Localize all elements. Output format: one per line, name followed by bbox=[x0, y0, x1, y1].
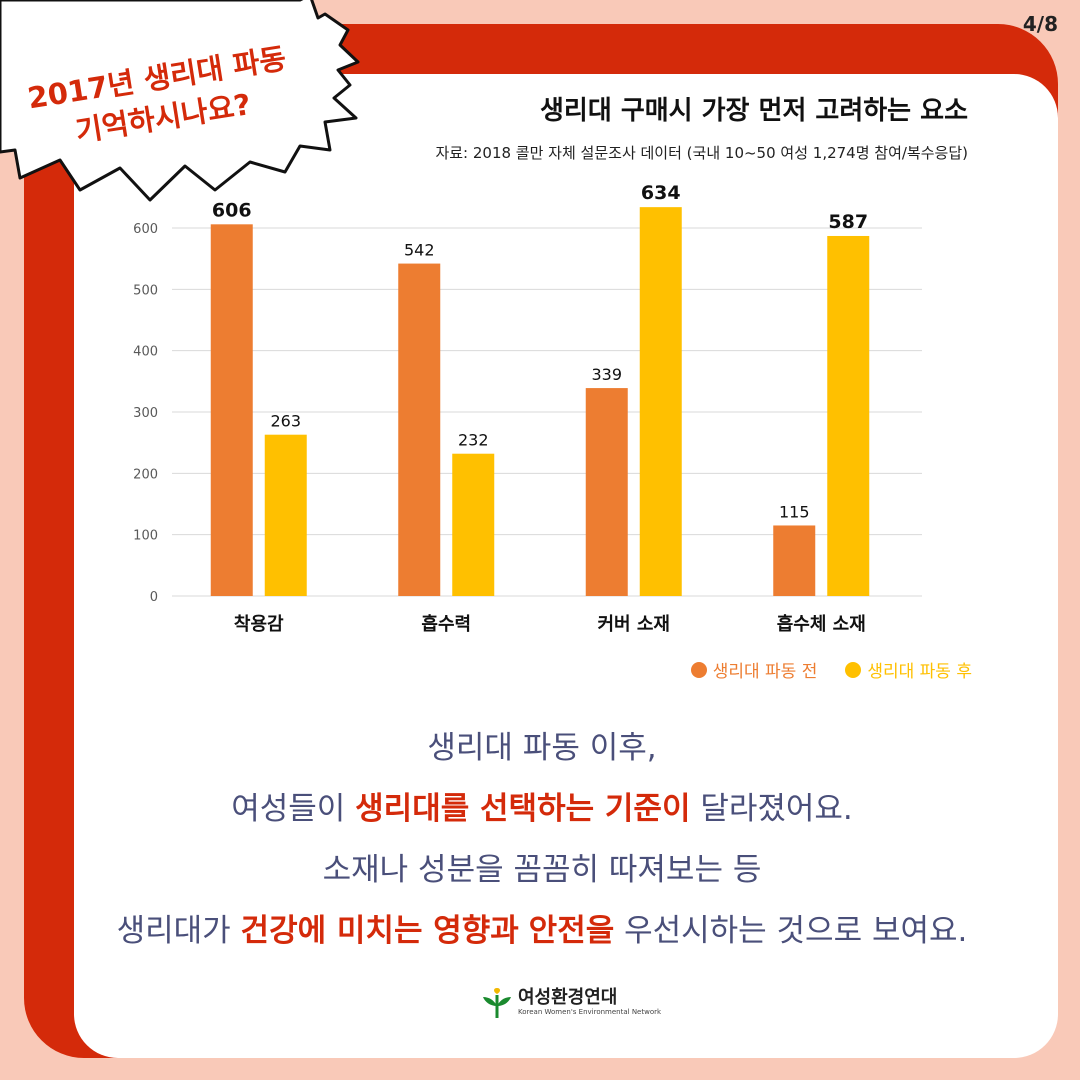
data-label: 542 bbox=[404, 241, 435, 260]
description-highlight-safety: 안전을 bbox=[528, 913, 615, 949]
y-tick-label: 300 bbox=[133, 406, 158, 421]
data-label: 587 bbox=[828, 211, 868, 233]
description-line-1: 생리대 파동 이후, bbox=[427, 730, 657, 766]
description: 생리대 파동 이후, 여성들이 생리대를 선택하는 기준이 달라졌어요. 소재나… bbox=[50, 718, 1034, 962]
speech-burst-shape bbox=[0, 0, 360, 202]
x-category-label: 흡수체 소재 bbox=[777, 613, 866, 635]
bar-before bbox=[210, 224, 253, 596]
y-tick-label: 400 bbox=[133, 345, 158, 360]
description-line-2-post: 달라졌어요. bbox=[690, 791, 853, 827]
legend-dot-after bbox=[845, 661, 862, 678]
description-line-3: 소재나 성분을 꼼꼼히 따져보는 등 bbox=[322, 852, 762, 888]
chart-legend: 생리대 파동 전 생리대 파동 후 bbox=[690, 657, 972, 682]
logo-subtitle: Korean Women's Environmental Network bbox=[518, 1008, 662, 1016]
bar-after bbox=[639, 207, 682, 596]
legend-label-after: 생리대 파동 후 bbox=[867, 662, 972, 682]
data-label: 606 bbox=[212, 199, 252, 221]
y-tick-label: 200 bbox=[133, 467, 158, 482]
bar-after bbox=[452, 453, 495, 596]
bar-after bbox=[827, 235, 870, 596]
data-label: 263 bbox=[270, 412, 301, 431]
x-category-label: 커버 소재 bbox=[597, 614, 670, 635]
legend-label-before: 생리대 파동 전 bbox=[712, 662, 818, 682]
description-highlight-health: 건강에 미치는 영향과 bbox=[240, 913, 519, 949]
description-line-4-mid bbox=[519, 913, 529, 949]
page-indicator: 4/8 bbox=[1022, 12, 1058, 36]
description-line-2: 여성들이 생리대를 선택하는 기준이 달라졌어요. bbox=[50, 779, 1034, 840]
y-tick-label: 100 bbox=[133, 529, 158, 544]
legend-item-before: 생리대 파동 전 bbox=[690, 657, 818, 682]
chart-title: 생리대 구매시 가장 먼저 고려하는 요소 bbox=[540, 96, 968, 126]
description-highlight-criteria: 생리대를 선택하는 기준이 bbox=[355, 791, 691, 827]
bar-before bbox=[773, 525, 816, 596]
bar-after bbox=[264, 434, 307, 596]
description-line-4: 생리대가 건강에 미치는 영향과 안전을 우선시하는 것으로 보여요. bbox=[50, 901, 1034, 962]
data-label: 232 bbox=[458, 431, 489, 450]
legend-dot-before bbox=[690, 661, 707, 678]
bar-before bbox=[585, 388, 628, 596]
description-line-4-post: 우선시하는 것으로 보여요. bbox=[614, 913, 968, 949]
description-line-4-pre: 생리대가 bbox=[116, 913, 241, 949]
logo-text-block: 여성환경연대 Korean Women's Environmental Netw… bbox=[518, 988, 661, 1017]
chart-source: 자료: 2018 콜만 자체 설문조사 데이터 (국내 10~50 여성 1,2… bbox=[435, 144, 968, 162]
sprout-logo-icon bbox=[483, 988, 511, 1018]
legend-item-after: 생리대 파동 후 bbox=[845, 657, 972, 682]
y-tick-label: 0 bbox=[150, 590, 158, 605]
logo-name: 여성환경연대 bbox=[518, 987, 618, 1008]
data-label: 115 bbox=[779, 502, 810, 521]
y-tick-label: 500 bbox=[133, 283, 158, 298]
y-tick-label: 600 bbox=[133, 222, 158, 237]
data-label: 634 bbox=[641, 182, 681, 204]
x-category-label: 착용감 bbox=[234, 614, 284, 635]
bar-before bbox=[398, 263, 441, 596]
description-line-2-pre: 여성들이 bbox=[231, 791, 356, 827]
data-label: 339 bbox=[591, 365, 622, 384]
organization-logo: 여성환경연대 Korean Women's Environmental Netw… bbox=[482, 988, 661, 1022]
x-category-label: 흡수력 bbox=[421, 613, 471, 635]
